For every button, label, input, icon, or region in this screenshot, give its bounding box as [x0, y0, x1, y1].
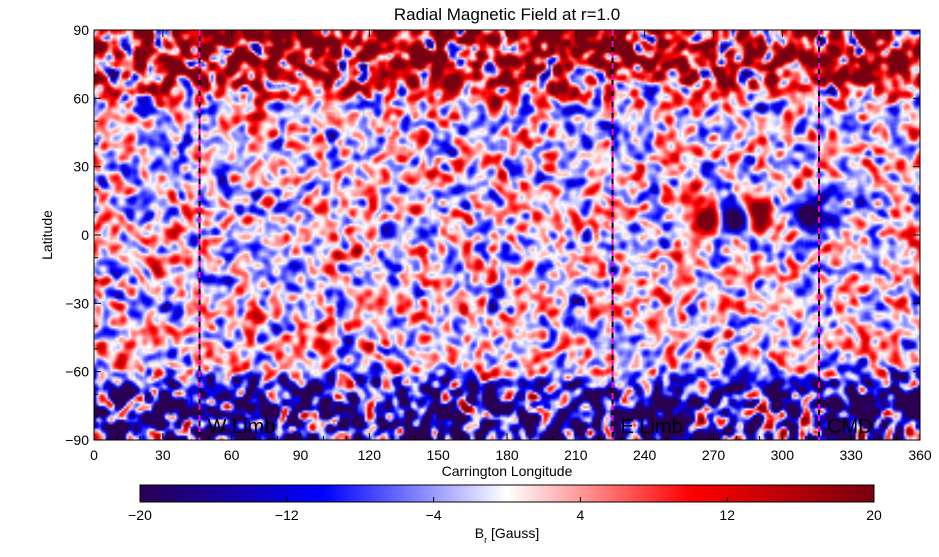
y-tick-label: 0: [81, 227, 89, 243]
x-tick-label: 330: [839, 447, 863, 463]
colorbar-tick-label: 12: [719, 507, 735, 523]
y-tick-label: −30: [65, 295, 89, 311]
y-tick-label: 90: [73, 22, 89, 38]
x-tick-label: 360: [908, 447, 932, 463]
x-tick-label: 270: [702, 447, 726, 463]
x-tick-label: 240: [633, 447, 657, 463]
marker-label: W Limb: [208, 416, 276, 438]
colorbar-ticks: −20 −12 −4 4 12 20: [128, 497, 882, 523]
colorbar-tick-label: 4: [577, 507, 585, 523]
y-tick-label: −60: [65, 364, 89, 380]
x-tick-label: 90: [293, 447, 309, 463]
colorbar-tick-label: −4: [426, 507, 442, 523]
marker-label: CMD: [827, 416, 873, 438]
limb-markers: W Limb E Limb CMD: [198, 30, 873, 440]
colorbar-tick-label: −20: [128, 507, 152, 523]
x-axis: 0 30 60 90 120 150 180 210 240 270 300 330 360: [90, 30, 932, 463]
x-tick-label: 180: [495, 447, 519, 463]
x-tick-label: 120: [358, 447, 382, 463]
colorbar-label: Br [Gauss]: [475, 525, 539, 545]
y-tick-label: 30: [73, 159, 89, 175]
colorbar: [139, 484, 875, 503]
x-tick-label: 210: [564, 447, 588, 463]
colorbar-tick-label: −12: [275, 507, 299, 523]
x-tick-label: 60: [224, 447, 240, 463]
x-axis-label: Carrington Longitude: [442, 463, 573, 479]
colorbar-tick-label: 20: [866, 507, 882, 523]
field-map: [94, 30, 920, 440]
magnetic-field-heatmap: [94, 30, 920, 440]
x-tick-label: 150: [426, 447, 450, 463]
chart-title: Radial Magnetic Field at r=1.0: [394, 5, 620, 24]
x-tick-label: 300: [771, 447, 795, 463]
y-axis: −90 −60 −30 0 30 60 90: [65, 22, 920, 448]
y-tick-label: 60: [73, 90, 89, 106]
y-tick-label: −90: [65, 432, 89, 448]
marker-label: E Limb: [621, 416, 683, 438]
x-tick-label: 30: [155, 447, 171, 463]
x-tick-label: 0: [90, 447, 98, 463]
y-axis-label: Latitude: [39, 210, 55, 260]
